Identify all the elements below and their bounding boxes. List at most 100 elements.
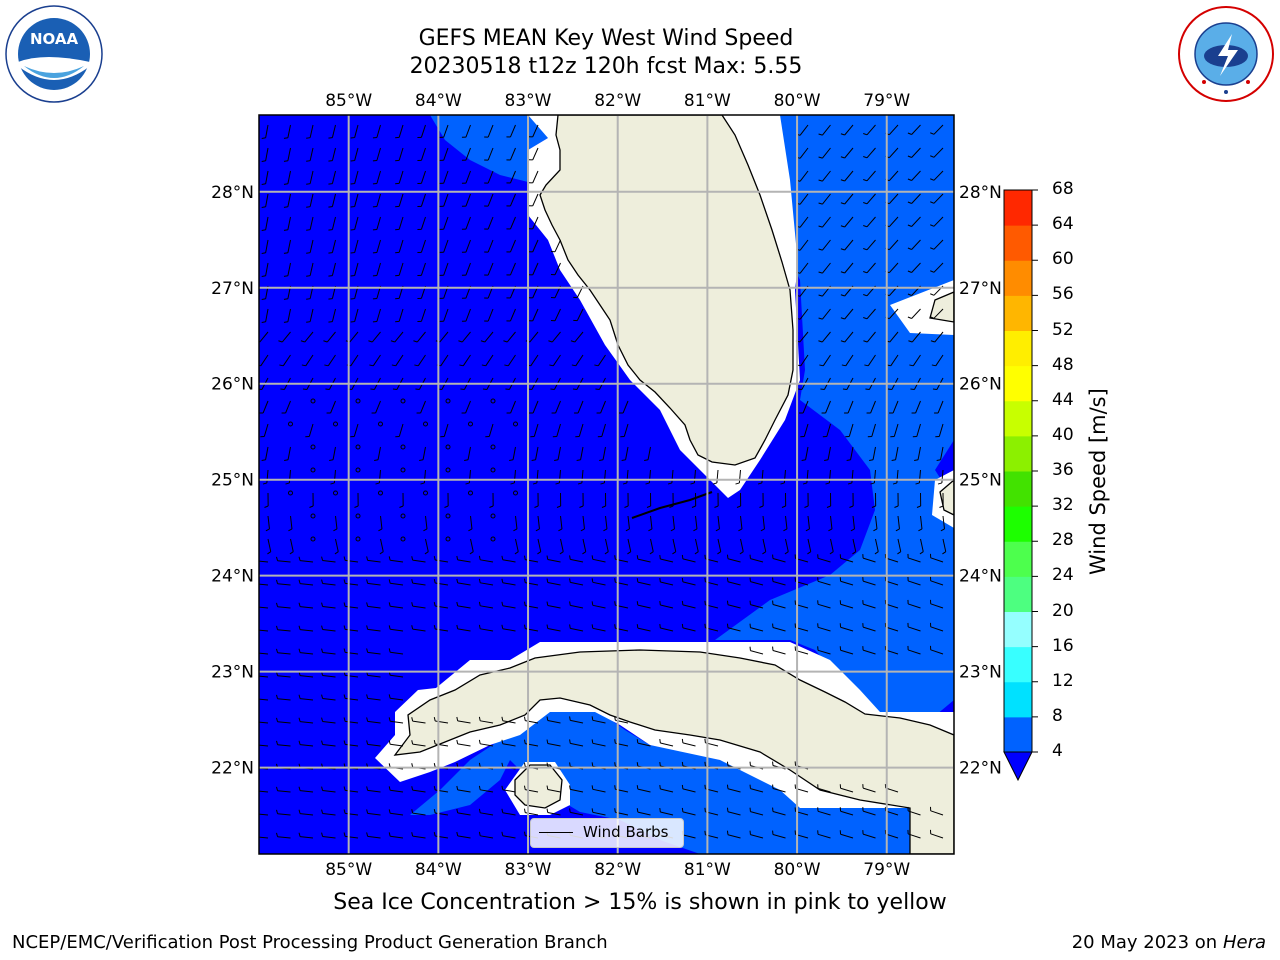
wind-barb <box>911 331 921 343</box>
wind-barb <box>637 581 651 586</box>
wind-barb <box>888 193 899 205</box>
wind-barb-flag <box>283 298 288 300</box>
wind-barb-flag <box>388 717 391 722</box>
wind-barb-flag <box>298 625 301 630</box>
wind-barb-flag <box>388 694 391 699</box>
wind-barb-flag <box>681 577 684 582</box>
wind-barb <box>682 604 696 609</box>
wind-barb-flag <box>366 579 369 584</box>
wind-barb <box>300 813 314 816</box>
wind-barb-flag <box>523 624 526 629</box>
wind-barb-flag <box>411 625 414 630</box>
wind-barb <box>826 423 831 437</box>
wind-barb <box>259 721 269 724</box>
calm-wind-circle <box>310 513 316 519</box>
wind-barb-flag <box>781 505 786 508</box>
wind-barb-flag <box>569 624 571 629</box>
wind-barb <box>912 354 921 367</box>
colorbar-segment <box>1004 716 1032 753</box>
wind-barb <box>941 469 944 483</box>
wind-barb <box>416 331 426 343</box>
wind-barb <box>547 720 561 724</box>
wind-barb <box>911 124 921 135</box>
wind-barb <box>660 811 674 816</box>
wind-barb-flag <box>546 785 549 790</box>
wind-barb <box>660 788 674 793</box>
wind-barb <box>627 538 632 552</box>
wind-barb-flag <box>261 160 266 163</box>
wind-barb-flag <box>321 602 324 607</box>
wind-barb <box>637 811 651 816</box>
wind-barb <box>457 789 471 793</box>
wind-barb <box>420 193 426 207</box>
wind-barb-flag <box>840 133 845 136</box>
wind-barb-flag <box>478 578 481 583</box>
wind-barb-flag <box>614 555 616 560</box>
wind-barb <box>840 810 854 816</box>
wind-barb-flag <box>433 786 436 791</box>
wind-barb-flag <box>735 482 740 485</box>
legend-label: Wind Barbs <box>583 823 669 841</box>
wind-barb <box>830 538 834 552</box>
lon-tick-label: 80°W <box>774 860 821 880</box>
wind-barb <box>920 515 923 529</box>
wind-barb <box>897 538 902 552</box>
wind-barb <box>300 652 314 655</box>
wind-barb-flag <box>907 247 912 250</box>
wind-barb-flag <box>603 528 608 532</box>
wind-barb <box>345 812 359 816</box>
wind-barb <box>345 697 359 701</box>
wind-barb <box>509 147 516 161</box>
wind-barb <box>417 354 426 367</box>
wind-barb <box>866 239 876 251</box>
wind-barb <box>480 605 494 609</box>
wind-barb-flag <box>259 364 261 367</box>
wind-barb <box>821 331 831 343</box>
wind-barb <box>555 400 561 414</box>
wind-barb-flag <box>276 786 279 791</box>
wind-barb-flag <box>762 551 767 555</box>
wind-barb <box>575 354 584 367</box>
wind-barb <box>695 515 698 529</box>
wind-barb-flag <box>600 482 605 485</box>
wind-barb <box>322 836 336 839</box>
wind-barb-flag <box>328 321 333 323</box>
wind-barb <box>799 308 809 320</box>
wind-barb <box>390 835 404 839</box>
wind-barb-flag <box>423 528 428 532</box>
wind-barb <box>911 239 921 250</box>
wind-barb <box>488 423 494 437</box>
wind-barb-flag <box>433 579 436 584</box>
wind-barb <box>265 308 269 322</box>
wind-barb-flag <box>456 762 459 768</box>
wind-barb-flag <box>388 602 391 607</box>
wind-barb <box>502 835 516 839</box>
lon-tick-label: 79°W <box>863 860 910 880</box>
wind-barb <box>840 787 854 793</box>
wind-barb <box>287 216 291 230</box>
wind-barb <box>942 538 947 552</box>
wind-barb-flag <box>907 293 912 296</box>
wind-barb-flag <box>569 555 571 560</box>
wind-barb <box>300 721 314 724</box>
wind-barb <box>300 560 314 563</box>
wind-barb <box>502 559 516 563</box>
wind-barb-flag <box>636 808 639 813</box>
wind-barb <box>367 812 381 816</box>
wind-barb <box>862 557 876 563</box>
wind-barb <box>288 469 291 483</box>
wind-barb <box>322 652 336 655</box>
wind-barb <box>862 580 876 586</box>
colorbar-segment <box>1004 260 1032 296</box>
wind-barb <box>844 147 854 159</box>
wind-barb-flag <box>818 179 823 182</box>
wind-barb <box>267 538 272 552</box>
wind-barb-flag <box>329 459 334 461</box>
wind-barb <box>390 651 404 655</box>
wind-barb <box>412 628 426 632</box>
wind-barb <box>907 626 921 632</box>
wind-barb-flag <box>591 601 594 606</box>
wind-barb <box>354 193 359 207</box>
wind-barb <box>457 812 471 816</box>
wind-barb <box>558 469 561 483</box>
